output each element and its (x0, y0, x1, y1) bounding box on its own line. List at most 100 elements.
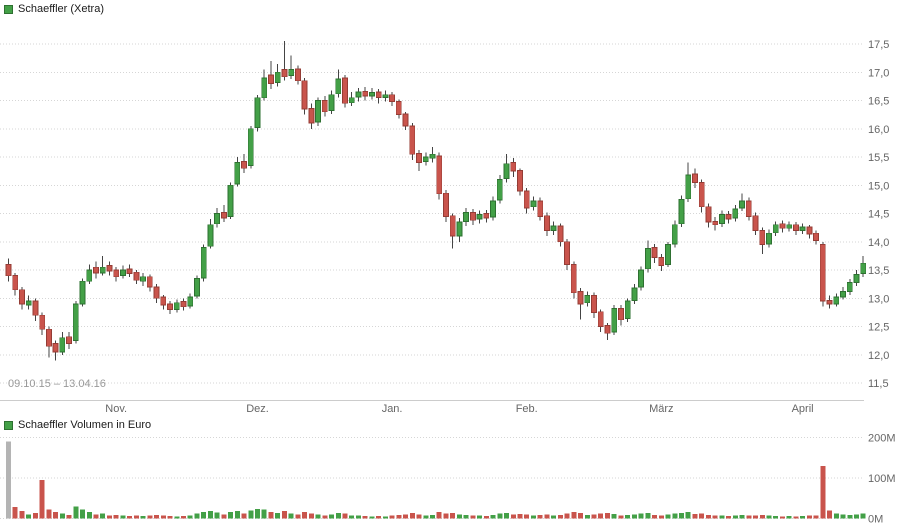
volume-bar[interactable] (382, 516, 388, 519)
volume-bar[interactable] (598, 513, 604, 519)
volume-bar[interactable] (759, 514, 765, 519)
volume-bar[interactable] (699, 513, 705, 519)
volume-bar[interactable] (107, 515, 112, 519)
volume-bar[interactable] (241, 513, 247, 519)
candle[interactable] (247, 128, 254, 166)
candle[interactable] (402, 113, 409, 127)
candle[interactable] (490, 200, 496, 218)
volume-bar[interactable] (571, 512, 577, 519)
volume-bar[interactable] (483, 516, 489, 519)
volume-bar[interactable] (847, 514, 853, 519)
volume-bar[interactable] (167, 516, 173, 519)
candle[interactable] (146, 276, 153, 288)
candle[interactable] (52, 343, 59, 353)
volume-bar[interactable] (665, 514, 671, 519)
candle[interactable] (712, 221, 719, 226)
volume-bar[interactable] (578, 512, 584, 519)
candle[interactable] (651, 247, 658, 258)
volume-bar[interactable] (174, 516, 180, 519)
candle[interactable] (375, 91, 382, 98)
candle[interactable] (806, 226, 813, 235)
volume-bar[interactable] (133, 515, 139, 519)
candle[interactable] (685, 174, 692, 200)
candle[interactable] (19, 289, 25, 305)
volume-bar[interactable] (517, 514, 523, 519)
volume-bar[interactable] (544, 514, 550, 519)
volume-bar[interactable] (160, 515, 166, 519)
candle[interactable] (618, 308, 624, 321)
candle[interactable] (584, 295, 591, 304)
volume-bar[interactable] (140, 516, 146, 519)
volume-bar[interactable] (194, 513, 200, 519)
candle[interactable] (315, 100, 321, 123)
volume-bar[interactable] (261, 509, 267, 519)
volume-bar[interactable] (335, 512, 341, 519)
candle[interactable] (160, 296, 167, 306)
volume-bar[interactable] (268, 512, 274, 519)
volume-bar[interactable] (739, 514, 745, 519)
volume-bar[interactable] (557, 514, 563, 519)
candle[interactable] (79, 280, 86, 305)
volume-bar[interactable] (100, 513, 106, 519)
volume-bar[interactable] (6, 441, 11, 519)
candle[interactable] (153, 286, 160, 299)
candle[interactable] (786, 224, 793, 229)
candle[interactable] (846, 282, 853, 292)
volume-bar[interactable] (456, 514, 462, 519)
volume-bar[interactable] (436, 512, 442, 519)
candle[interactable] (362, 91, 369, 97)
volume-bar[interactable] (376, 516, 382, 519)
volume-bar[interactable] (786, 516, 792, 519)
candle[interactable] (638, 269, 644, 288)
candle[interactable] (39, 314, 46, 330)
candle[interactable] (59, 337, 66, 353)
candle[interactable] (167, 303, 173, 310)
volume-bar[interactable] (504, 512, 509, 519)
candle[interactable] (772, 224, 779, 234)
candle[interactable] (436, 155, 443, 195)
volume-bar[interactable] (551, 515, 557, 519)
volume-bar[interactable] (813, 515, 819, 519)
candle[interactable] (335, 78, 342, 95)
volume-bar[interactable] (187, 515, 193, 519)
candle[interactable] (227, 184, 234, 217)
volume-bar[interactable] (806, 515, 812, 519)
candle[interactable] (395, 101, 402, 115)
volume-bar[interactable] (692, 514, 698, 519)
candle[interactable] (611, 308, 618, 333)
candle[interactable] (476, 214, 483, 220)
volume-bar[interactable] (443, 513, 449, 519)
volume-bar[interactable] (181, 516, 186, 519)
volume-bar[interactable] (833, 513, 839, 519)
candle[interactable] (692, 173, 698, 183)
volume-bar[interactable] (322, 515, 328, 519)
candle[interactable] (759, 230, 766, 245)
volume-bar[interactable] (26, 514, 32, 519)
candle[interactable] (745, 200, 752, 217)
volume-bar[interactable] (248, 510, 254, 519)
volume-bar[interactable] (820, 465, 826, 519)
candle[interactable] (732, 208, 739, 219)
candle[interactable] (234, 162, 241, 185)
volume-bar[interactable] (645, 513, 651, 519)
volume-bar[interactable] (672, 513, 678, 519)
volume-bar[interactable] (591, 514, 597, 519)
candle[interactable] (793, 224, 799, 231)
candle[interactable] (517, 170, 523, 192)
volume-bar[interactable] (726, 516, 732, 519)
volume-bar[interactable] (329, 514, 334, 519)
candle[interactable] (288, 69, 295, 76)
candle[interactable] (443, 192, 449, 217)
volume-bar[interactable] (93, 514, 99, 519)
volume-bar[interactable] (80, 509, 85, 519)
candle[interactable] (819, 244, 826, 302)
candle[interactable] (200, 247, 207, 279)
volume-bar[interactable] (308, 513, 314, 519)
candle[interactable] (557, 225, 564, 243)
volume-bar[interactable] (403, 514, 409, 519)
volume-bar[interactable] (201, 512, 207, 519)
candle[interactable] (853, 274, 860, 283)
candle[interactable] (93, 266, 99, 274)
